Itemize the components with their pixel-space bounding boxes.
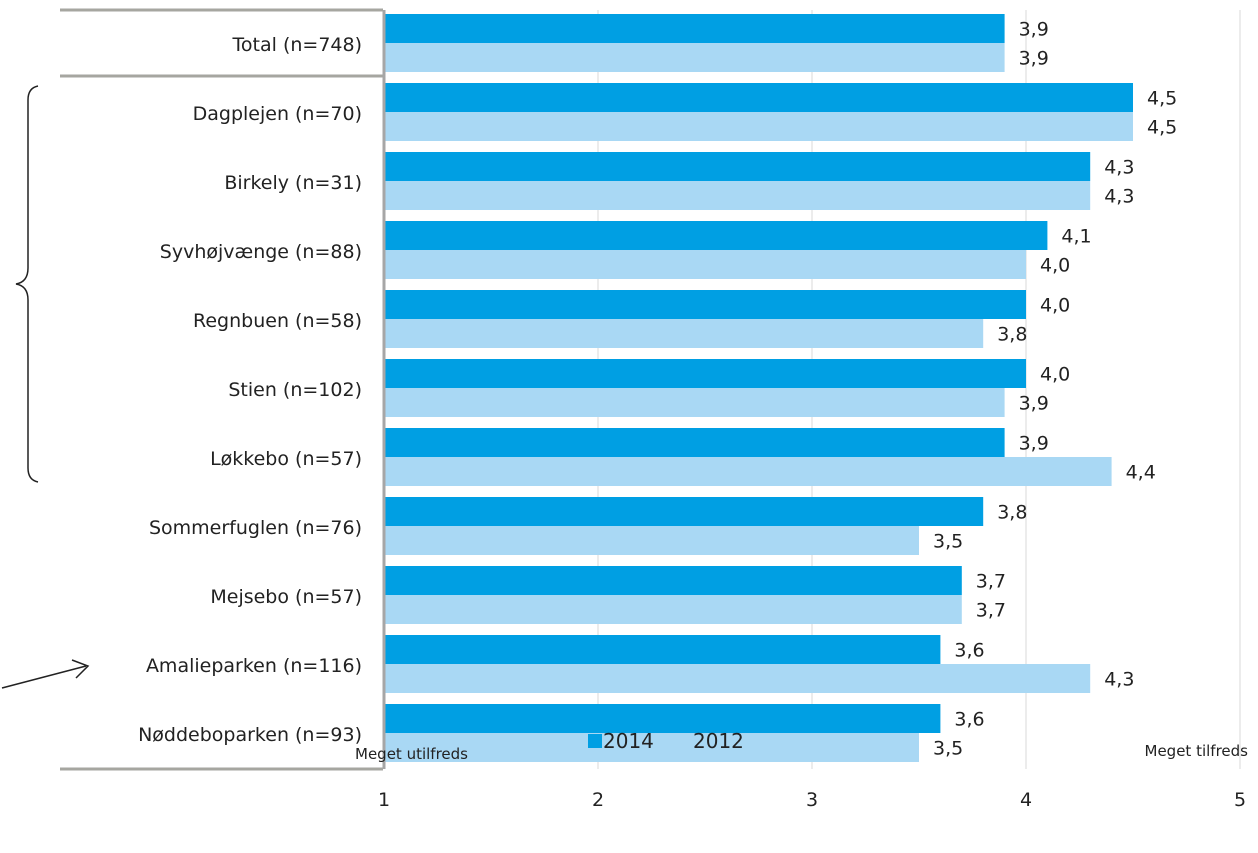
bar-2012	[384, 319, 984, 348]
scale-low-label: Meget utilfreds	[355, 745, 468, 763]
data-label-2014: 4,0	[1040, 295, 1070, 317]
bar-2012	[384, 457, 1112, 486]
data-label-2012: 4,3	[1104, 186, 1134, 208]
data-label-2012: 3,9	[1019, 48, 1049, 70]
bar-2014	[384, 428, 1005, 457]
category-label: Syvhøjvænge (n=88)	[160, 241, 362, 263]
legend-swatch-2012	[678, 734, 692, 748]
bar-2012	[384, 181, 1091, 210]
x-tick-labels: 1 2 3 4 5	[378, 789, 1246, 811]
data-label-2014: 3,7	[976, 571, 1006, 593]
category-label: Amalieparken (n=116)	[146, 655, 362, 677]
data-label-2014: 4,1	[1061, 226, 1091, 248]
legend: 2014 2012	[588, 729, 744, 753]
bar-2012	[384, 733, 919, 762]
scale-high-label: Meget tilfreds	[1145, 742, 1249, 760]
data-label-2012: 4,4	[1126, 462, 1156, 484]
data-label-2012: 3,5	[933, 531, 963, 553]
group-brace	[15, 85, 39, 483]
data-label-2014: 4,3	[1104, 157, 1134, 179]
category-label: Regnbuen (n=58)	[193, 310, 362, 332]
bar-2012	[384, 112, 1133, 141]
data-label-2014: 3,9	[1019, 433, 1049, 455]
bar-2014	[384, 704, 941, 733]
data-label-2014: 3,6	[954, 709, 984, 731]
data-label-2012: 4,0	[1040, 255, 1070, 277]
bar-2014	[384, 221, 1048, 250]
bar-2012	[384, 388, 1005, 417]
category-label: Stien (n=102)	[228, 379, 362, 401]
category-label: Total (n=748)	[232, 34, 362, 56]
category-labels: Total (n=748) Dagplejen (n=70) Birkely (n=…	[138, 34, 362, 746]
bar-2014	[384, 359, 1026, 388]
bar-2012	[384, 595, 962, 624]
data-label-2014: 4,5	[1147, 88, 1177, 110]
data-label-2012: 3,9	[1019, 393, 1049, 415]
legend-label-2014: 2014	[603, 729, 654, 753]
legend-swatch-2014	[588, 734, 602, 748]
data-label-2014: 4,0	[1040, 364, 1070, 386]
data-label-2014: 3,6	[954, 640, 984, 662]
bar-2014	[384, 290, 1026, 319]
category-frame	[60, 8, 383, 771]
data-labels: 3,9 3,9 4,5 4,5 4,3 4,3 4,1 4,0 4,0 3,8 4,0 3,9 3,9 4…	[933, 19, 1177, 760]
annotation-arrow	[1, 659, 90, 689]
x-tick-label: 3	[806, 789, 818, 811]
data-label-2014: 3,9	[1019, 19, 1049, 41]
data-label-2012: 4,5	[1147, 117, 1177, 139]
category-label: Løkkebo (n=57)	[210, 448, 362, 470]
category-label: Nøddeboparken (n=93)	[138, 724, 362, 746]
bar-2014	[384, 14, 1005, 43]
category-label: Dagplejen (n=70)	[193, 103, 362, 125]
bar-2014	[384, 83, 1133, 112]
x-tick-label: 5	[1234, 789, 1246, 811]
x-tick-label: 2	[592, 789, 604, 811]
bar-2014	[384, 497, 984, 526]
bar-2012	[384, 250, 1026, 279]
data-label-2012: 3,5	[933, 738, 963, 760]
data-label-2012: 3,7	[976, 600, 1006, 622]
bar-2014	[384, 566, 962, 595]
bar-2012	[384, 664, 1091, 693]
legend-label-2012: 2012	[693, 729, 744, 753]
data-label-2012: 3,8	[997, 324, 1027, 346]
bar-2014	[384, 635, 941, 664]
bar-2012	[384, 43, 1005, 72]
x-tick-label: 1	[378, 789, 390, 811]
data-label-2012: 4,3	[1104, 669, 1134, 691]
category-label: Sommerfuglen (n=76)	[149, 517, 362, 539]
bar-2014	[384, 152, 1091, 181]
bars	[384, 14, 1133, 762]
x-tick-label: 4	[1020, 789, 1032, 811]
data-label-2014: 3,8	[997, 502, 1027, 524]
category-label: Mejsebo (n=57)	[210, 586, 362, 608]
bar-2012	[384, 526, 919, 555]
category-label: Birkely (n=31)	[224, 172, 362, 194]
